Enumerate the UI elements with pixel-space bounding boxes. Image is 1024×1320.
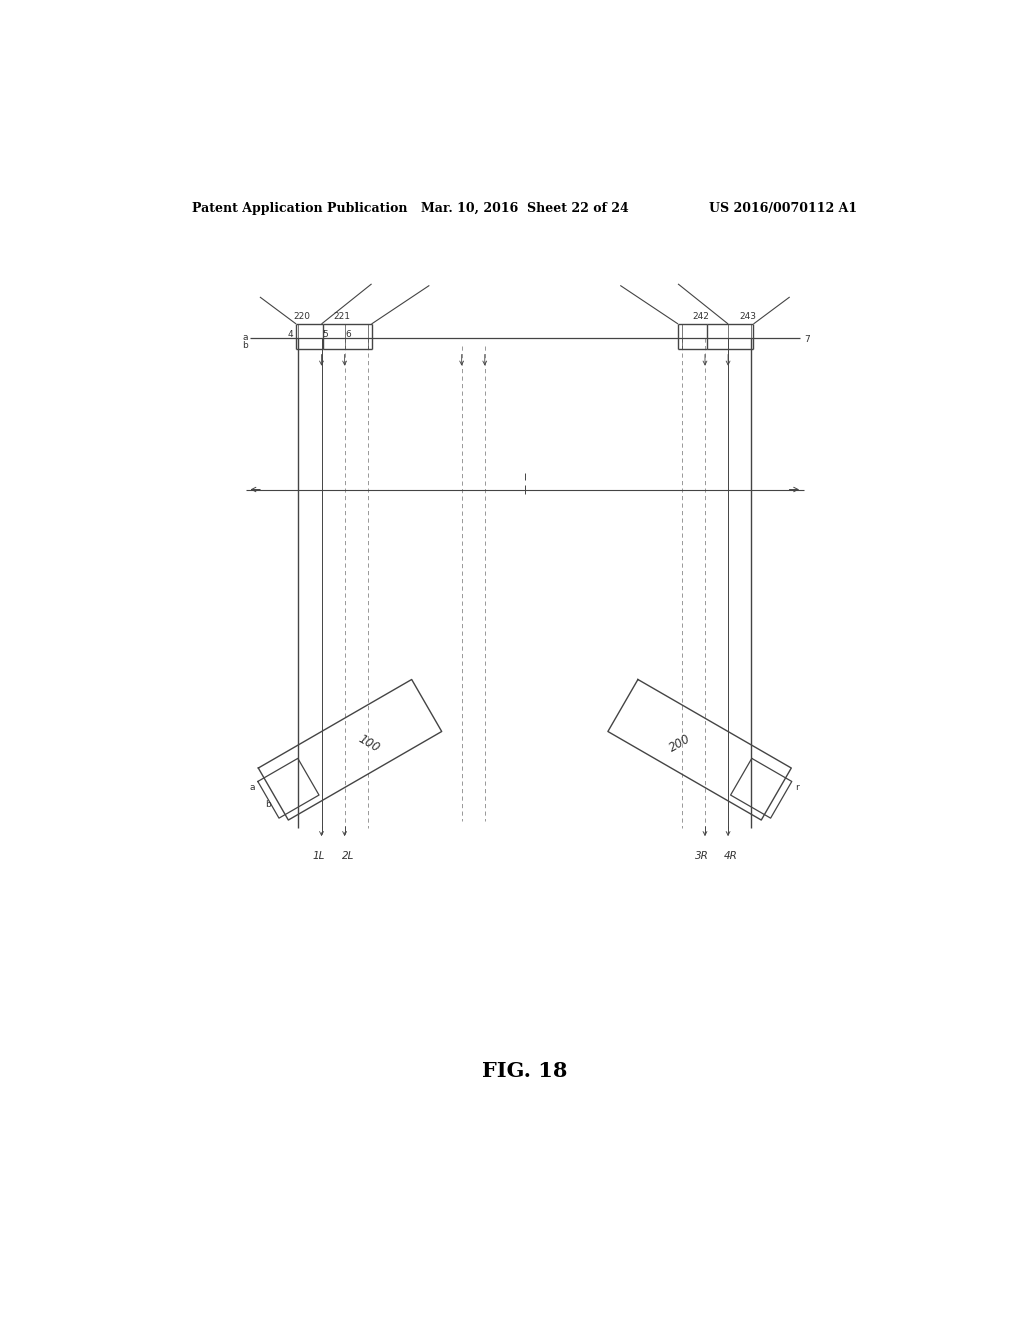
- Text: 6: 6: [345, 330, 351, 339]
- Text: 7: 7: [804, 335, 810, 343]
- Text: FIG. 18: FIG. 18: [482, 1061, 567, 1081]
- Text: 100: 100: [356, 733, 382, 755]
- Text: US 2016/0070112 A1: US 2016/0070112 A1: [710, 202, 857, 215]
- Text: 4: 4: [288, 330, 294, 339]
- Text: 243: 243: [739, 312, 757, 321]
- Text: 200: 200: [668, 733, 693, 755]
- Text: b: b: [265, 800, 270, 809]
- Text: 5: 5: [323, 330, 329, 339]
- Text: 3R: 3R: [695, 851, 709, 861]
- Text: Patent Application Publication: Patent Application Publication: [193, 202, 408, 215]
- Text: a: a: [242, 333, 248, 342]
- Text: 2L: 2L: [342, 851, 354, 861]
- Text: 4R: 4R: [724, 851, 738, 861]
- Text: Mar. 10, 2016  Sheet 22 of 24: Mar. 10, 2016 Sheet 22 of 24: [421, 202, 629, 215]
- Text: a: a: [250, 783, 255, 792]
- Text: r: r: [796, 783, 800, 792]
- Text: 242: 242: [692, 312, 710, 321]
- Text: 221: 221: [333, 312, 350, 321]
- Text: 220: 220: [293, 312, 310, 321]
- Text: b: b: [242, 341, 248, 350]
- Text: 1L: 1L: [312, 851, 325, 861]
